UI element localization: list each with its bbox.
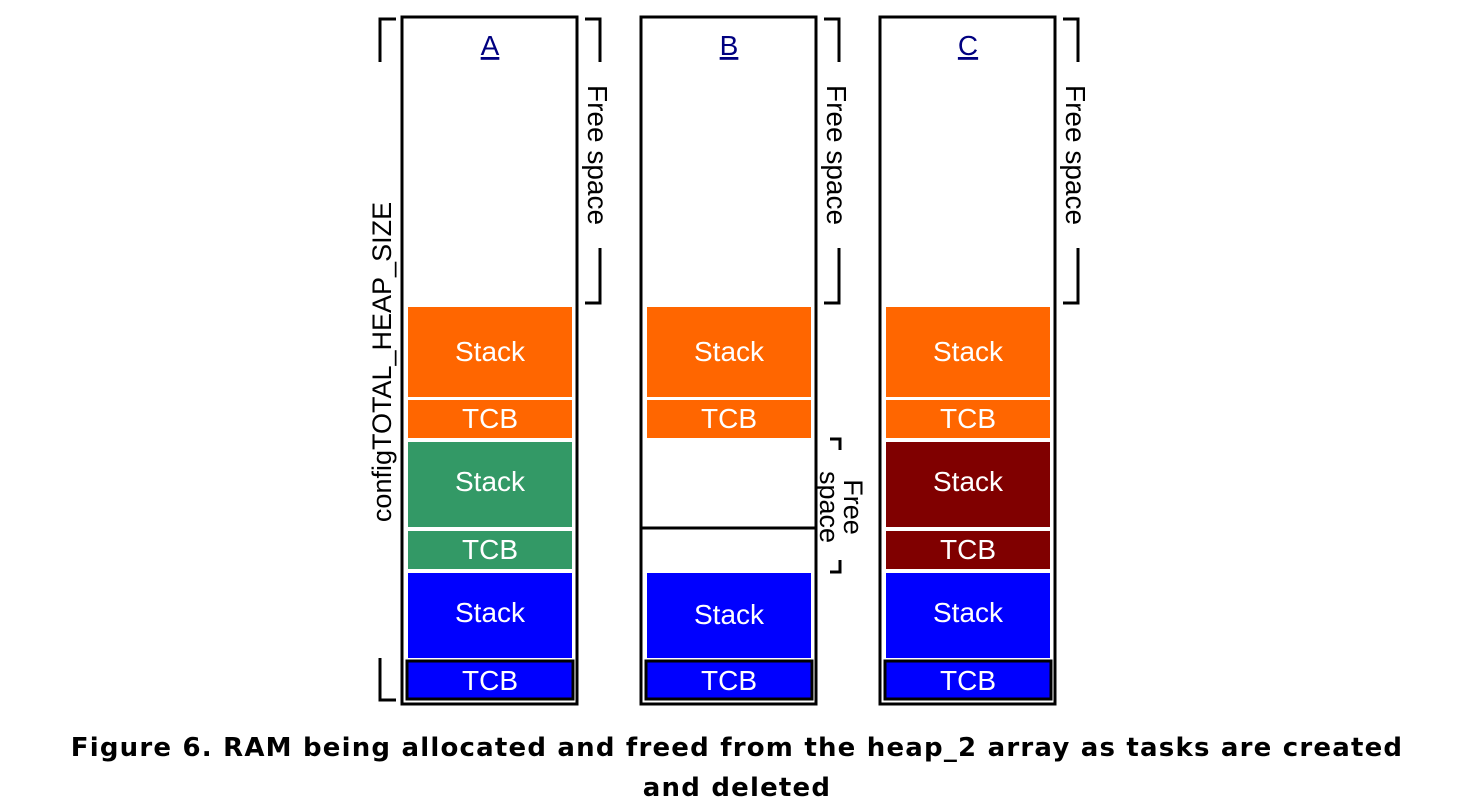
- block-label: TCB: [462, 403, 518, 434]
- heap-size-bracket: configTOTAL_HEAP_SIZE: [367, 17, 397, 702]
- block-stack: [647, 573, 811, 658]
- block-tcb: [405, 659, 575, 701]
- block-label: Stack: [455, 597, 526, 628]
- block-stack: [647, 307, 811, 397]
- block-tcb: [883, 659, 1053, 701]
- free-space-label-a: Free space: [582, 85, 613, 225]
- block-stack: [886, 307, 1050, 397]
- column-label-b: B: [720, 30, 739, 61]
- block-label: Stack: [933, 466, 1004, 497]
- column-c: C Stack TCB Stack TCB Stack TCB Free spa…: [878, 15, 1091, 706]
- inner-free-label-1: Free: [838, 479, 868, 535]
- caption-line-1: Figure 6. RAM being allocated and freed …: [70, 733, 1404, 763]
- block-stack: [408, 307, 572, 397]
- block-label: TCB: [701, 403, 757, 434]
- block-label: Stack: [694, 599, 765, 630]
- column-label-c: C: [958, 30, 978, 61]
- figure-caption: Figure 6. RAM being allocated and freed …: [0, 728, 1474, 808]
- block-tcb: [886, 400, 1050, 438]
- block-label: TCB: [462, 534, 518, 565]
- caption-line-2: and deleted: [642, 773, 832, 803]
- free-space-bracket-b: [824, 17, 841, 305]
- block-stack: [886, 442, 1050, 527]
- free-space-label-b: Free space: [821, 85, 852, 225]
- column-label-a: A: [481, 30, 500, 61]
- block-tcb: [647, 400, 811, 438]
- inner-free-bracket-b: [830, 437, 842, 574]
- block-label: Stack: [933, 336, 1004, 367]
- block-label: Stack: [455, 466, 526, 497]
- column-b: B Stack TCB Stack TCB Free space Free sp…: [639, 15, 868, 706]
- free-space-bracket-c: [1063, 17, 1080, 305]
- block-stack: [886, 573, 1050, 658]
- block-tcb: [886, 531, 1050, 569]
- block-label: TCB: [940, 403, 996, 434]
- column-a: A Stack TCB Stack TCB Stack TCB Free spa…: [400, 15, 613, 706]
- block-label: TCB: [462, 665, 518, 696]
- block-label: TCB: [701, 665, 757, 696]
- block-stack: [408, 573, 572, 658]
- block-label: Stack: [694, 336, 765, 367]
- inner-free-label-2: space: [814, 471, 844, 543]
- block-stack: [408, 442, 572, 527]
- block-label: TCB: [940, 534, 996, 565]
- block-label: Stack: [455, 336, 526, 367]
- heap-size-label: configTOTAL_HEAP_SIZE: [367, 202, 397, 522]
- free-space-bracket-a: [585, 17, 602, 305]
- block-tcb: [644, 659, 814, 701]
- block-tcb: [408, 531, 572, 569]
- block-label: TCB: [940, 665, 996, 696]
- block-tcb: [408, 400, 572, 438]
- free-space-label-c: Free space: [1060, 85, 1091, 225]
- block-label: Stack: [933, 597, 1004, 628]
- heap-diagram: configTOTAL_HEAP_SIZE A Stack TCB Stack …: [367, 15, 1091, 706]
